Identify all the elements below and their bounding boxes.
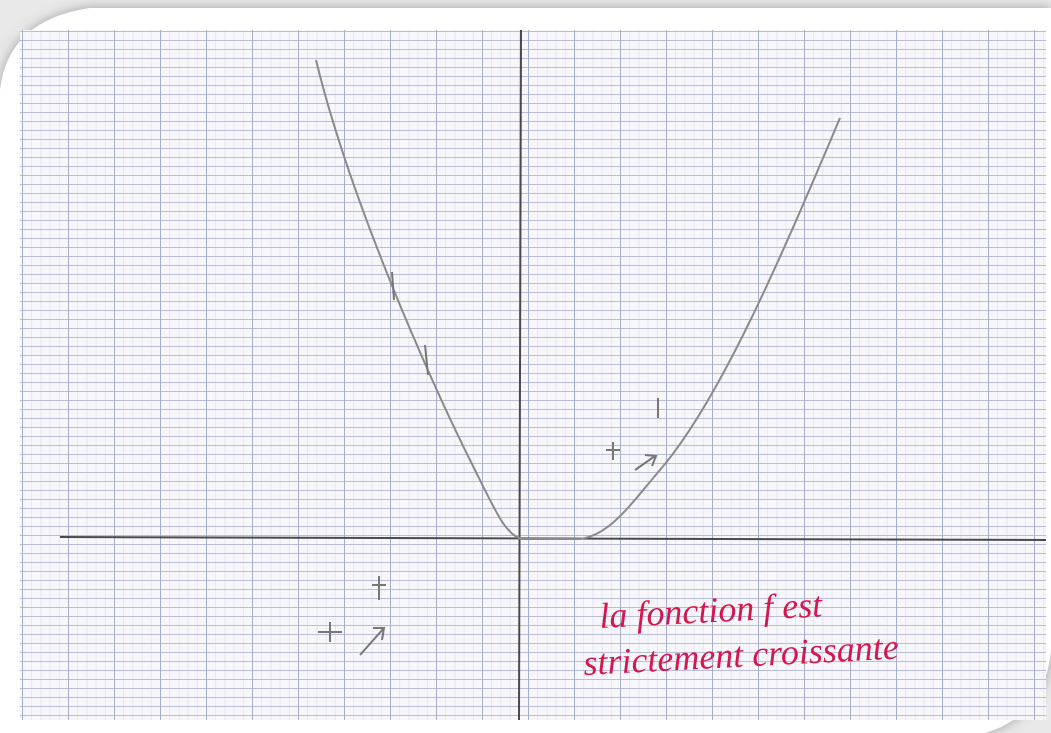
photo: la fonction f est strictement croissante	[0, 0, 1051, 733]
graph-paper: la fonction f est strictement croissante	[20, 30, 1046, 720]
